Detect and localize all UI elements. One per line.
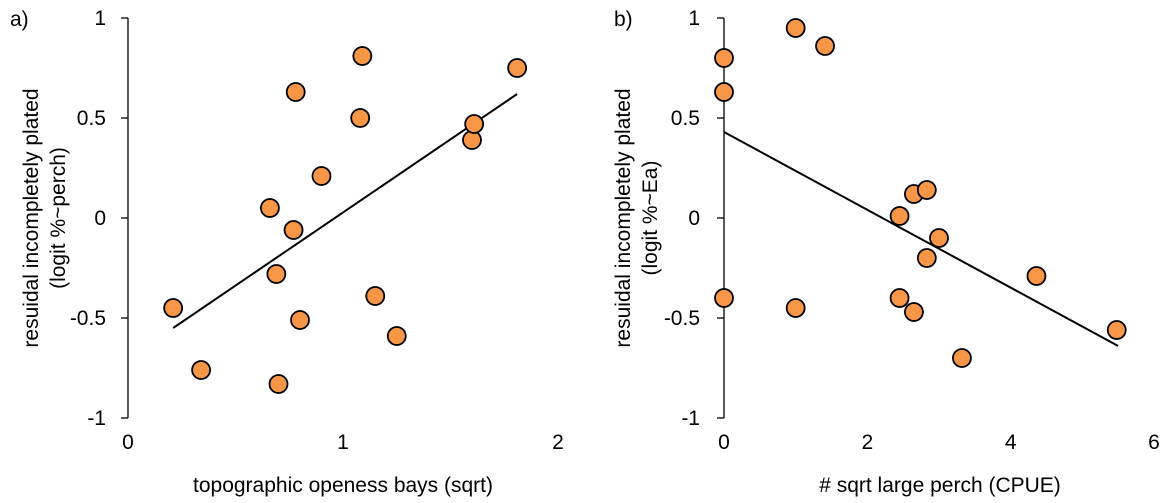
- panel-b-data-point: [785, 18, 806, 38]
- panel-a-data-point: [290, 310, 310, 330]
- panel-a-data-point: [285, 82, 306, 102]
- panel-a-data-point: [350, 108, 371, 128]
- panel-a-data-point: [191, 360, 212, 380]
- panel-a-ylabel: resuidal incompletely plated (logit %~pe…: [20, 88, 70, 347]
- panel-a-data-point: [352, 46, 373, 66]
- panel-b-xtick-label: 4: [1005, 431, 1017, 454]
- panel-b-ylabel-line1: resuidal incompletely plated: [612, 88, 635, 347]
- panel-a-xtick-label: 2: [552, 431, 564, 454]
- panel-a-data-point: [464, 114, 485, 134]
- panel-b-ytick-label: -0.5: [664, 307, 700, 330]
- panel-b-ytick-label: 0: [688, 207, 700, 230]
- panel-a-xtick-label: 1: [337, 431, 349, 454]
- panel-b-data-point: [916, 180, 937, 200]
- panel-b-data-point: [889, 288, 910, 308]
- panel-a-data-point: [163, 298, 184, 318]
- panel-a-ytick-label: 0: [94, 207, 106, 230]
- panel-b-xlabel: # sqrt large perch (CPUE): [819, 474, 1061, 497]
- panel-a-data-point: [266, 264, 287, 284]
- panel-a-ytick-label: 0.5: [77, 107, 106, 130]
- panel-a-ylabel-line1: resuidal incompletely plated: [20, 88, 43, 347]
- panel-b-ytick-label: -1: [681, 407, 700, 430]
- panel-b-data-point: [889, 206, 910, 226]
- panel-a-data-point: [386, 326, 407, 346]
- panel-a-data-point: [283, 220, 304, 240]
- panel-a-ytick-label: -1: [87, 407, 106, 430]
- panel-b-label: b): [614, 8, 633, 31]
- panel-b-data-point: [1026, 266, 1047, 286]
- panel-b-ytick-label: 1: [688, 7, 700, 30]
- panel-a-ylabel-line2: (logit %~perch): [47, 147, 70, 289]
- panel-b-data-point: [929, 228, 949, 248]
- panel-b-xtick-label: 6: [1148, 431, 1160, 454]
- panel-a-xtick-label: 0: [122, 431, 134, 454]
- panel-a-data-point: [268, 374, 289, 394]
- panel-a-ytick-label: 1: [94, 7, 106, 30]
- panel-b-data-point: [714, 48, 734, 68]
- panel-b-data-point: [785, 298, 806, 318]
- panel-b-data-point: [904, 302, 924, 322]
- panel-b-data-point: [815, 36, 835, 56]
- panel-b-data-point: [1106, 320, 1127, 340]
- panel-b-trendline: [723, 131, 1119, 347]
- panel-a-data-point: [462, 130, 482, 150]
- panel-a-data-point: [365, 286, 386, 306]
- panel-a-data-point: [507, 58, 528, 78]
- panel-b-xtick-label: 2: [861, 431, 873, 454]
- panel-b-ylabel-line2: (logit %~Ea): [639, 161, 662, 276]
- panel-a-trendline: [172, 93, 518, 329]
- panel-a-xlabel: topographic openess bays (sqrt): [193, 474, 493, 497]
- panel-b-data-point: [714, 288, 734, 308]
- panel-a-ytick-label: -0.5: [70, 307, 106, 330]
- panel-b-data-point: [714, 82, 734, 102]
- panel-a-label: a): [10, 8, 29, 31]
- panel-a-data-point: [311, 166, 332, 186]
- panel-b-data-point: [952, 348, 972, 368]
- panel-b-ylabel: resuidal incompletely plated (logit %~Ea…: [612, 88, 662, 347]
- panel-b-xtick-label: 0: [718, 431, 730, 454]
- panel-a-data-point: [259, 198, 280, 218]
- panel-b: b) resuidal incompletely plated (logit %…: [612, 7, 1160, 497]
- panel-b-ytick-label: 0.5: [671, 107, 700, 130]
- panel-a: a) resuidal incompletely plated (logit %…: [10, 7, 564, 497]
- panel-b-data-point: [916, 248, 937, 268]
